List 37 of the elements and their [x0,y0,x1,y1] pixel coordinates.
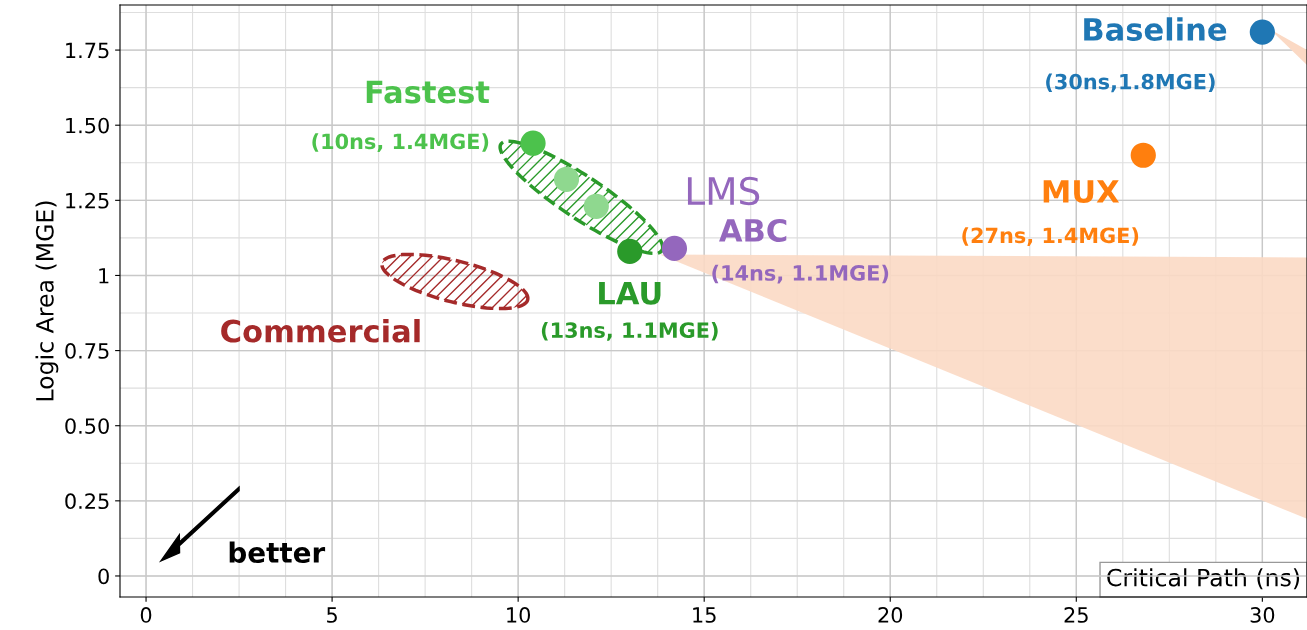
data-label: (27ns, 1.4MGE) [962,227,1139,246]
y-tick-label: 0.75 [65,343,109,359]
x-tick-label: 20 [878,607,903,623]
x-tick-label: 5 [327,607,337,623]
data-label: (13ns, 1.1MGE) [541,321,718,341]
series-label: LAU [599,282,661,305]
point [553,166,580,192]
x-tick-label: 0 [140,607,152,623]
x-axis-title: Critical Path (ns) [1107,568,1300,590]
point [661,235,688,262]
point [1249,19,1275,45]
y-axis-title: Logic Area (MGE) [35,201,59,401]
x-tick-label: 15 [693,607,716,623]
x-tick-label: 25 [1064,607,1088,623]
data-label: (10ns, 1.4MGE) [312,133,489,152]
series-label: MUX [1043,180,1120,204]
y-tick-label: 1.50 [66,117,109,134]
y-tick-label: 1.75 [66,42,109,59]
point [583,193,609,219]
y-tick-label: 1 [99,268,109,284]
x-tick-label: 10 [507,607,531,623]
y-tick-label: 0.50 [65,418,109,434]
series-label: ABC [719,218,787,242]
data-label: (14ns, 1.1MGE) [712,264,889,284]
annotation: Commercial [221,318,420,343]
y-tick-label: 0.25 [65,493,109,510]
point [520,130,546,156]
y-tick-label: 0 [98,568,109,585]
y-tick-label: 1.25 [66,192,109,209]
annotation: LMS [687,176,760,206]
point [1130,142,1156,168]
x-tick-label: 30 [1250,607,1275,623]
data-label: (30ns,1.8MGE) [1046,73,1215,93]
series-label: Baseline [1084,17,1227,41]
series-label: Fastest [366,80,490,104]
annotation: better [229,541,326,563]
point [617,238,643,265]
